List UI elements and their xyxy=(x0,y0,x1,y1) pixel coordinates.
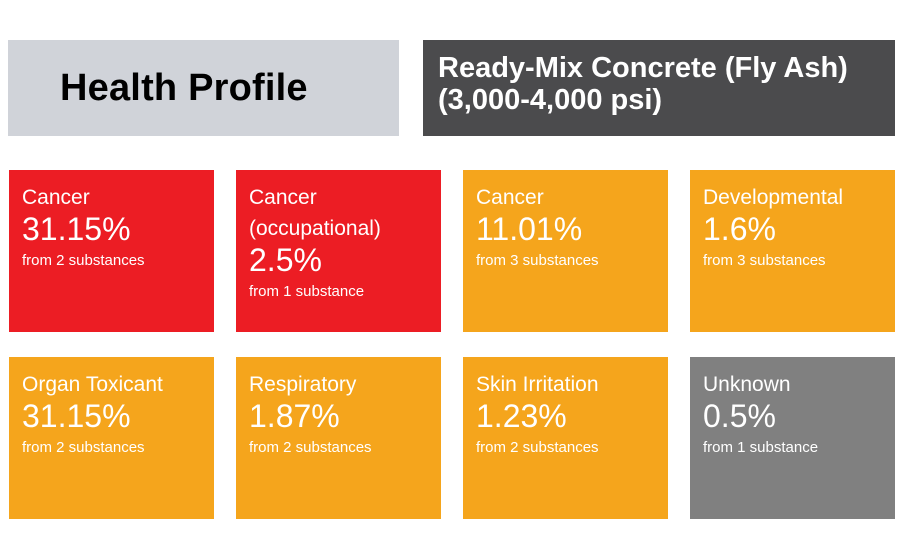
hazard-label: Unknown xyxy=(703,373,791,396)
hazard-source-count: from 2 substances xyxy=(22,439,145,456)
hazard-label: Developmental xyxy=(703,186,844,209)
hazard-source-count: from 3 substances xyxy=(476,252,599,269)
hazard-card-cancer-occupational: Cancer (occupational) 2.5% from 1 substa… xyxy=(236,170,441,332)
hazard-percentage: 0.5% xyxy=(703,398,776,434)
hazard-percentage: 11.01% xyxy=(476,211,583,247)
hazard-card-unknown: Unknown 0.5% from 1 substance xyxy=(690,357,895,519)
hazard-percentage: 2.5% xyxy=(249,242,322,278)
hazard-percentage: 31.15% xyxy=(22,398,131,434)
product-strength: (3,000-4,000 psi) xyxy=(438,84,663,116)
hazard-label: Organ Toxicant xyxy=(22,373,163,396)
hazard-percentage: 1.87% xyxy=(249,398,340,434)
hazard-card-developmental: Developmental 1.6% from 3 substances xyxy=(690,170,895,332)
product-name: Ready-Mix Concrete (Fly Ash) xyxy=(438,52,848,84)
hazard-source-count: from 2 substances xyxy=(476,439,599,456)
hazard-label: Respiratory xyxy=(249,373,357,396)
hazard-percentage: 31.15% xyxy=(22,211,131,247)
hazard-source-count: from 1 substance xyxy=(249,283,365,300)
hazard-source-count: from 2 substances xyxy=(22,252,145,269)
hazard-label: Skin Irritation xyxy=(476,373,599,396)
product-header: Ready-Mix Concrete (Fly Ash) (3,000-4,00… xyxy=(423,40,895,136)
hazard-card-skin-irritation: Skin Irritation 1.23% from 2 substances xyxy=(463,357,668,519)
hazard-card-cancer: Cancer 31.15% from 2 substances xyxy=(9,170,214,332)
hazard-label: Cancer xyxy=(22,186,90,209)
hazard-label-qualifier: (occupational) xyxy=(249,217,381,240)
hazard-card-respiratory: Respiratory 1.87% from 2 substances xyxy=(236,357,441,519)
hazard-source-count: from 2 substances xyxy=(249,439,372,456)
hazard-label: Cancer xyxy=(249,186,317,209)
hazard-card-cancer-secondary: Cancer 11.01% from 3 substances xyxy=(463,170,668,332)
hazard-percentage: 1.6% xyxy=(703,211,776,247)
hazard-label: Cancer xyxy=(476,186,544,209)
hazard-source-count: from 3 substances xyxy=(703,252,826,269)
hazard-card-organ-toxicant: Organ Toxicant 31.15% from 2 substances xyxy=(9,357,214,519)
page-title: Health Profile xyxy=(60,66,308,109)
hazard-source-count: from 1 substance xyxy=(703,439,819,456)
hazard-percentage: 1.23% xyxy=(476,398,567,434)
health-profile-header: Health Profile xyxy=(8,40,399,136)
